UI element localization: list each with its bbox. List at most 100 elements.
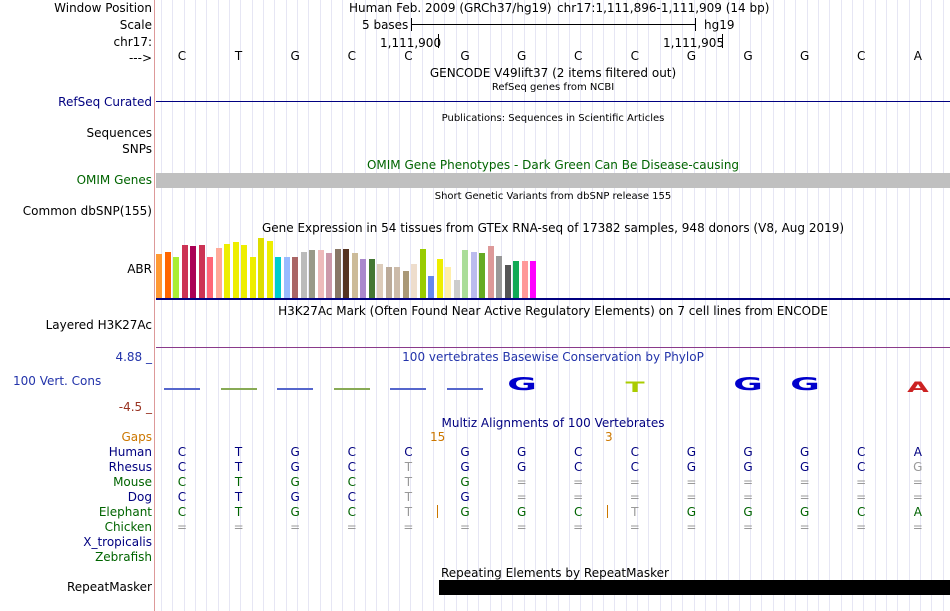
gtex-tissue-bar[interactable]: [479, 253, 485, 298]
gtex-tissue-bar[interactable]: [513, 261, 519, 298]
refseq-line[interactable]: [156, 101, 950, 102]
gtex-tissue-bar[interactable]: [309, 250, 315, 298]
gtex-tissue-bar[interactable]: [207, 257, 213, 298]
gtex-tissue-bar[interactable]: [445, 267, 451, 298]
snps-label[interactable]: SNPs: [122, 142, 152, 156]
gtex-tissue-bar[interactable]: [368, 259, 375, 298]
gtex-tissue-bar[interactable]: [419, 249, 426, 298]
gtex-tissue-bar[interactable]: [470, 252, 477, 298]
gtex-tissue-bar[interactable]: [173, 257, 179, 298]
gtex-tissue-bar[interactable]: [504, 265, 511, 298]
repeat-element-bar[interactable]: [439, 580, 950, 595]
multiz-base: C: [630, 445, 639, 459]
multiz-species-label[interactable]: Chicken: [104, 520, 152, 534]
multiz-base: C: [177, 505, 187, 519]
gtex-tissue-bar[interactable]: [487, 246, 494, 298]
gtex-tissue-bar[interactable]: [241, 245, 247, 298]
multiz-species-label[interactable]: Zebrafish: [95, 550, 152, 564]
gtex-tissue-bar[interactable]: [258, 238, 264, 298]
multiz-species-label[interactable]: Dog: [127, 490, 152, 504]
gtex-bar-chart[interactable]: [156, 236, 950, 298]
h3k27-label[interactable]: Layered H3K27Ac: [45, 318, 152, 332]
gtex-tissue-bar[interactable]: [436, 259, 443, 298]
multiz-base: T: [404, 490, 413, 504]
multiz-base: G: [743, 460, 753, 474]
gtex-tissue-bar[interactable]: [292, 257, 298, 298]
multiz-base: T: [631, 505, 639, 519]
grid-line: [614, 0, 615, 611]
gtex-tissue-bar[interactable]: [232, 242, 239, 298]
omim-label[interactable]: OMIM Genes: [76, 173, 152, 187]
gtex-tissue-bar[interactable]: [156, 254, 162, 298]
multiz-base: =: [516, 490, 527, 504]
gtex-tissue-bar[interactable]: [453, 280, 460, 298]
multiz-base: G: [799, 460, 810, 474]
gtex-tissue-bar[interactable]: [181, 245, 188, 298]
label-separator[interactable]: [154, 0, 155, 611]
multiz-base: =: [573, 475, 584, 489]
gtex-tissue-bar[interactable]: [300, 252, 307, 298]
multiz-species-label[interactable]: Mouse: [113, 475, 152, 489]
gtex-tissue-bar[interactable]: [283, 257, 290, 298]
multiz-base: =: [912, 520, 923, 534]
gtex-tissue-bar[interactable]: [190, 246, 196, 298]
grid-line: [648, 0, 649, 611]
multiz-base: T: [234, 445, 243, 459]
gencode-title[interactable]: GENCODE V49lift37 (2 items filtered out): [429, 66, 677, 80]
gap-count-15[interactable]: 15: [430, 430, 446, 444]
gtex-tissue-bar[interactable]: [343, 249, 349, 298]
multiz-row: C T G C T G = = = = = = = =: [156, 475, 950, 490]
insertion-marker[interactable]: [606, 505, 608, 518]
multiz-base: G: [290, 460, 300, 474]
gtex-tissue-bar[interactable]: [164, 252, 171, 298]
gtex-tissue-bar[interactable]: [394, 267, 400, 298]
multiz-base: G: [460, 475, 470, 489]
gtex-tissue-bar[interactable]: [334, 249, 341, 298]
omim-gene-bar[interactable]: [156, 173, 950, 188]
grid-line: [388, 0, 389, 611]
grid-line: [172, 0, 173, 611]
gtex-tissue-bar[interactable]: [411, 264, 417, 298]
gtex-tissue-bar[interactable]: [198, 245, 205, 298]
gtex-tissue-bar[interactable]: [377, 264, 383, 298]
multiz-base: =: [290, 520, 301, 534]
grid-line: [841, 0, 842, 611]
multiz-base: =: [403, 520, 414, 534]
gtex-tissue-bar[interactable]: [275, 257, 281, 298]
multiz-base: =: [686, 490, 697, 504]
refseq-label[interactable]: RefSeq Curated: [58, 95, 152, 109]
gtex-tissue-bar[interactable]: [385, 267, 392, 298]
phylop-label[interactable]: 100 Vert. Cons: [13, 374, 102, 388]
gtex-tissue-bar[interactable]: [530, 261, 536, 298]
gtex-tissue-bar[interactable]: [224, 244, 230, 298]
repeat-label[interactable]: RepeatMasker: [66, 580, 152, 594]
gtex-tissue-bar[interactable]: [317, 250, 324, 298]
base-letter: G: [460, 49, 470, 63]
grid-line: [886, 0, 887, 611]
gtex-tissue-bar[interactable]: [326, 253, 332, 298]
gtex-tissue-bar[interactable]: [402, 271, 409, 298]
dbsnp-label[interactable]: Common dbSNP(155): [22, 204, 152, 218]
multiz-species-label[interactable]: Elephant: [98, 505, 152, 519]
sequences-label[interactable]: Sequences: [86, 126, 152, 140]
gtex-tissue-bar[interactable]: [249, 257, 256, 298]
gaps-label[interactable]: Gaps: [121, 430, 152, 444]
h3k27-signal-line[interactable]: [156, 347, 950, 348]
gtex-label[interactable]: ABR: [127, 262, 152, 276]
gtex-tissue-bar[interactable]: [428, 276, 434, 298]
gtex-tissue-bar[interactable]: [215, 248, 222, 298]
gtex-tissue-bar[interactable]: [360, 259, 366, 298]
gtex-tissue-bar[interactable]: [521, 261, 528, 298]
gtex-tissue-bar[interactable]: [462, 250, 468, 298]
gtex-tissue-bar[interactable]: [351, 253, 358, 298]
insertion-marker[interactable]: [436, 505, 438, 518]
gap-count-3[interactable]: 3: [605, 430, 613, 444]
gtex-tissue-bar[interactable]: [496, 256, 502, 298]
multiz-species-label[interactable]: Rhesus: [108, 460, 152, 474]
gtex-tissue-bar[interactable]: [266, 241, 273, 298]
multiz-species-label[interactable]: Human: [108, 445, 152, 459]
multiz-species-label[interactable]: X_tropicalis: [83, 535, 152, 549]
